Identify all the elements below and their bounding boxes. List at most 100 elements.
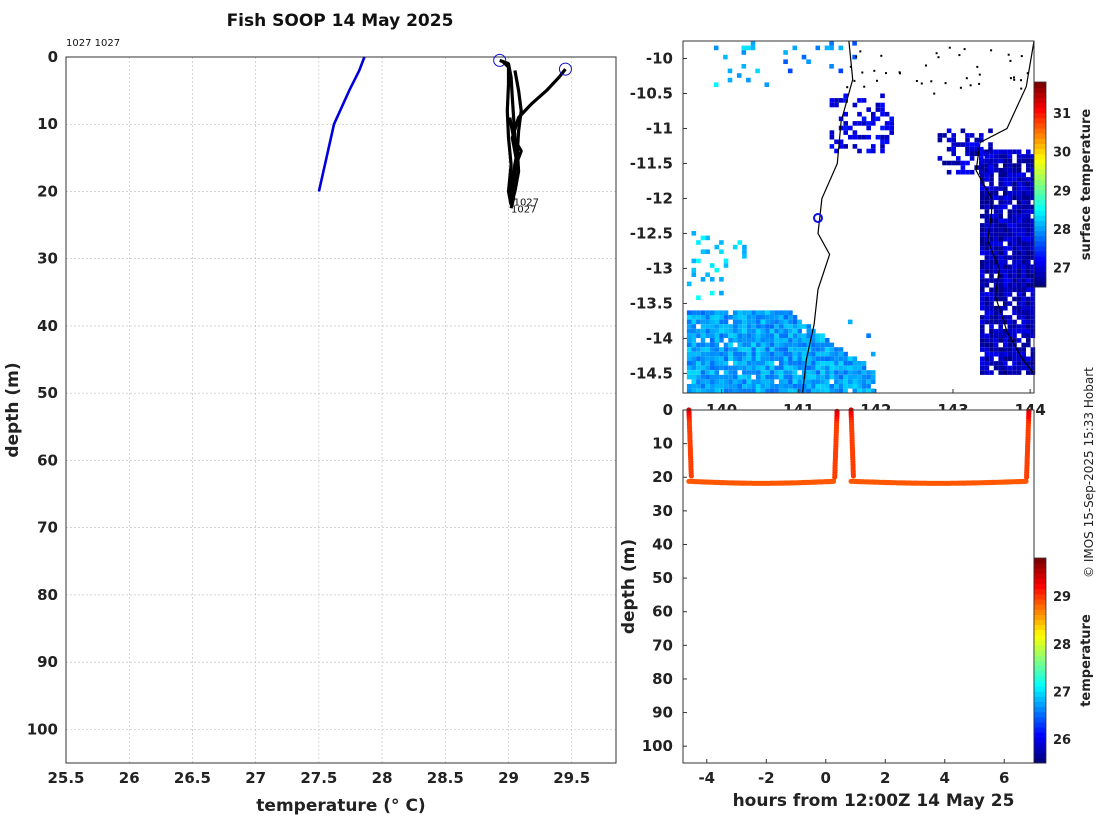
map-sst-cell [979,146,984,152]
map-sst-cell [1016,223,1022,228]
map-sst-cell [691,231,697,236]
map-sst-cell [732,388,738,394]
map-sst-cell [1007,351,1013,357]
map-sst-cell [811,333,816,338]
map-sst-cell [1026,328,1031,334]
map-sst-cell [984,223,990,228]
map-sst-cell [764,82,770,87]
map-sst-cell [1026,315,1031,320]
map-sst-cell [989,218,994,224]
map-sst-cell [984,190,990,196]
profile-series-line [509,70,523,206]
map-island [948,46,951,49]
map-sst-cell [755,356,761,361]
map-sst-cell [732,333,738,338]
map-sst-cell [866,134,871,140]
map-sst-cell [801,338,807,343]
map-sst-cell [993,236,999,242]
map-sst-cell [1021,241,1026,247]
map-sst-cell [984,278,990,283]
map-sst-cell [696,328,701,334]
map-sst-cell [1012,296,1017,302]
timeseries-colorbar-segment [1034,558,1046,564]
figure-title: Fish SOOP 14 May 2025 [227,11,454,31]
map-sst-cell [1030,255,1036,260]
map-sst-cell [1003,361,1008,366]
map-sst-cell [797,342,802,348]
map-sst-cell [866,384,871,389]
timeseries-point [834,408,840,414]
map-sst-cell [737,324,743,329]
map-sst-cell [1030,232,1036,237]
map-sst-cell [937,137,943,143]
map-sst-cell [984,347,990,352]
map-sst-cell [1016,278,1022,283]
map-sst-cell [1021,158,1026,164]
map-sst-cell [760,374,766,380]
map-sst-cell [774,324,779,329]
map-sst-cell [834,356,839,361]
map-sst-cell [765,365,770,371]
map-sst-cell [1012,186,1017,191]
map-sst-cell [820,333,825,338]
map-sst-cell [778,310,784,315]
map-colorbar-segment [1034,271,1046,278]
map-sst-cell [993,227,999,233]
map-sst-cell [880,139,885,145]
map-sst-cell [1021,246,1026,251]
map-sst-cell [993,255,999,260]
map-sst-cell [700,277,706,282]
map-sst-cell [838,379,844,384]
map-sst-cell [989,154,994,159]
map-island [1009,59,1012,62]
timeseries-y-tick-label: 40 [652,535,673,553]
map-sst-cell [788,384,793,389]
map-sst-cell [696,319,701,325]
map-sst-cell [1026,269,1031,274]
map-sst-cell [838,365,844,371]
map-sst-cell [751,347,756,352]
map-sst-cell [1021,269,1026,274]
map-sst-cell [866,374,871,380]
map-sst-cell [737,374,743,380]
map-sst-cell [988,165,993,170]
map-sst-cell [1003,200,1008,205]
map-sst-cell [1007,223,1013,228]
map-sst-cell [820,361,825,366]
timeseries-colorbar-segment [1034,629,1046,636]
timeseries-colorbar-tick-label: 29 [1053,590,1071,605]
map-sst-cell [801,370,807,375]
map-sst-cell [1012,356,1017,362]
map-sst-cell [1016,204,1022,210]
map-colorbar-segment [1034,169,1046,175]
map-sst-cell [709,290,715,296]
map-sst-cell [778,388,784,394]
map-sst-cell [984,227,990,233]
map-sst-cell [984,264,990,270]
map-sst-cell [1003,259,1008,265]
map-sst-cell [1012,351,1017,357]
map-sst-cell [838,347,844,352]
map-sst-cell [1021,315,1026,320]
map-sst-cell [691,338,697,343]
map-sst-cell [778,315,784,320]
map-sst-cell [765,324,770,329]
profile-series-line [508,117,523,205]
map-sst-cell [989,356,994,362]
map-sst-cell [783,50,788,55]
map-sst-cell [1007,200,1013,205]
map-sst-cell [843,370,848,375]
map-colorbar-segment [1034,276,1046,283]
profile-x-tick-label: 29.5 [553,769,590,787]
map-sst-cell [1026,204,1031,210]
map-sst-cell [755,338,761,343]
map-sst-cell [1007,255,1013,260]
map-sst-cell [870,388,876,394]
map-sst-cell [852,130,858,135]
map-sst-cell [691,356,697,361]
map-sst-cell [1007,273,1013,279]
map-sst-cell [742,244,747,250]
map-sst-cell [1021,195,1026,201]
map-sst-cell [723,384,729,389]
map-sst-cell [965,137,970,143]
